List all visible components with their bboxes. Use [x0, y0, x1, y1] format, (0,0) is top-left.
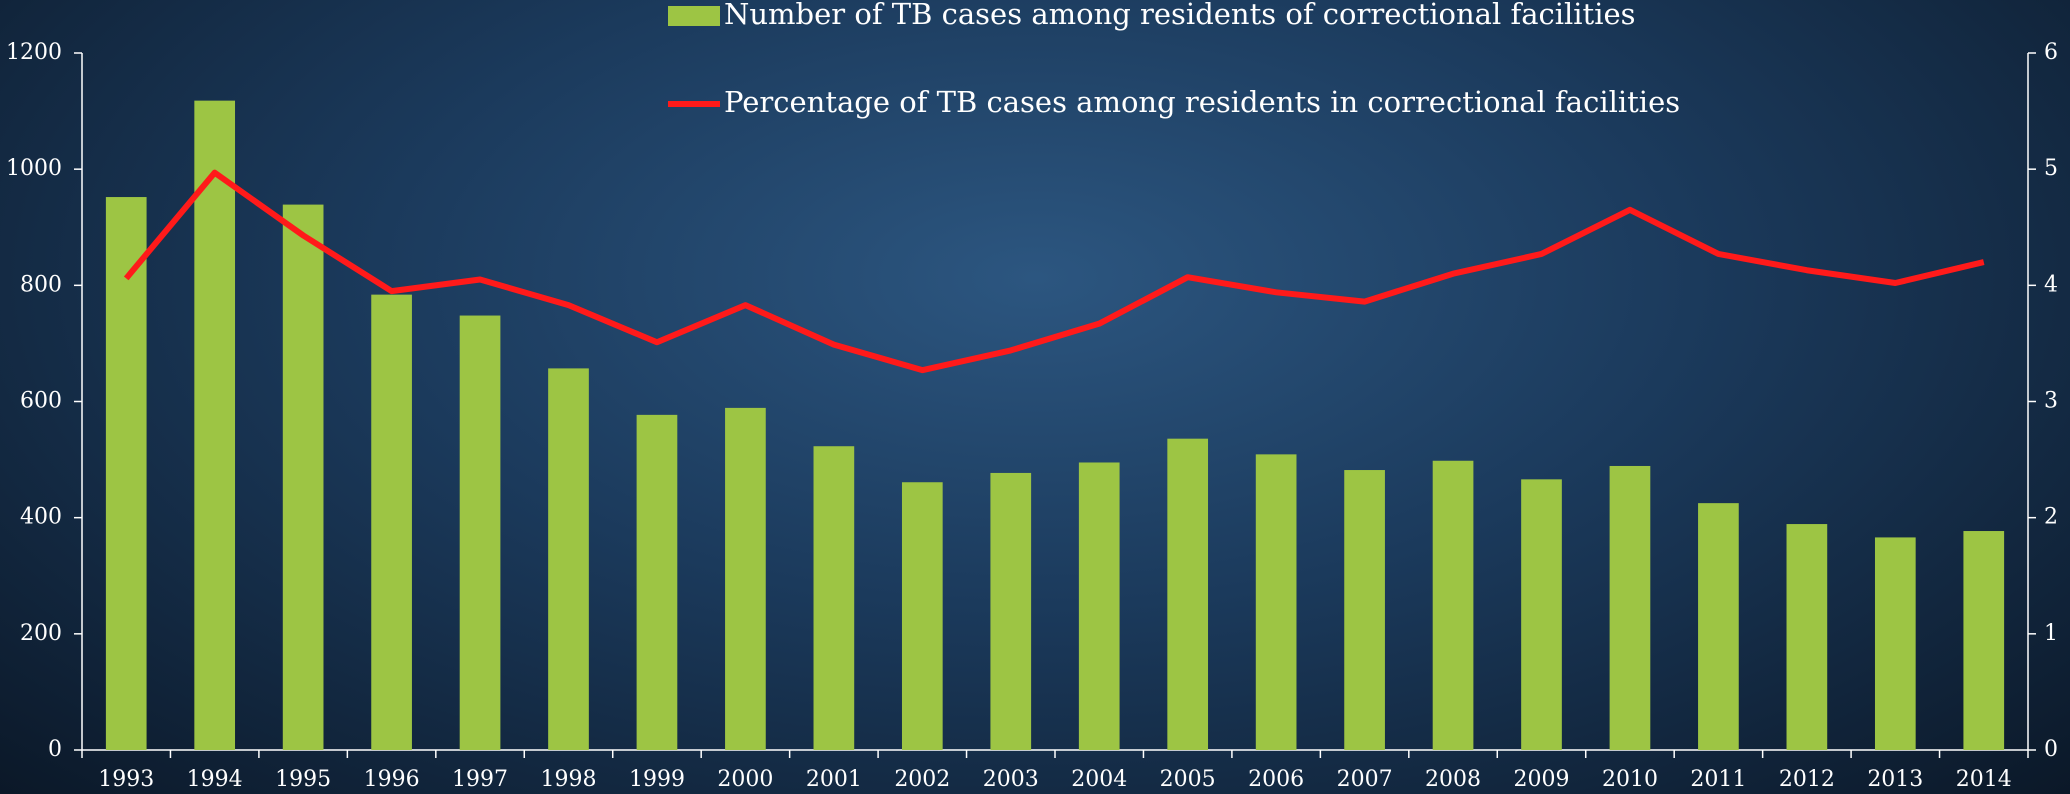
- x-tick-label: 1995: [275, 767, 331, 792]
- bar: [813, 446, 855, 750]
- y2-tick-label: 1: [2044, 621, 2058, 646]
- x-tick-label: 2003: [983, 767, 1039, 792]
- y2-tick-label: 0: [2044, 737, 2058, 762]
- bar: [990, 472, 1032, 750]
- bar: [194, 100, 236, 750]
- bar: [1255, 454, 1297, 750]
- y-tick-label: 600: [20, 389, 62, 414]
- bar: [548, 368, 589, 750]
- x-tick-label: 2002: [894, 767, 950, 792]
- bar: [1874, 537, 1916, 750]
- x-tick-label: 2007: [1337, 767, 1393, 792]
- bar: [636, 414, 678, 750]
- y-tick-label: 400: [20, 505, 62, 530]
- y-tick-label: 1200: [6, 40, 62, 65]
- legend-label: Number of TB cases among residents of co…: [724, 0, 1636, 31]
- x-tick-label: 1998: [541, 767, 597, 792]
- bar: [1521, 479, 1562, 750]
- bar: [371, 294, 412, 750]
- y2-tick-label: 4: [2044, 272, 2058, 297]
- y2-tick-label: 3: [2044, 389, 2058, 414]
- bar: [725, 407, 766, 750]
- x-tick-label: 2001: [806, 767, 862, 792]
- bar: [1963, 531, 2005, 750]
- x-tick-label: 1993: [98, 767, 154, 792]
- x-tick-label: 1996: [364, 767, 420, 792]
- x-tick-label: 2000: [717, 767, 773, 792]
- x-tick-label: 1999: [629, 767, 685, 792]
- x-tick-label: 2009: [1514, 767, 1570, 792]
- x-tick-label: 2011: [1690, 767, 1746, 792]
- bar: [1698, 503, 1739, 750]
- x-tick-label: 2005: [1160, 767, 1216, 792]
- bar: [105, 197, 147, 751]
- bar: [1078, 462, 1120, 750]
- x-tick-label: 2006: [1248, 767, 1304, 792]
- y-tick-label: 1000: [6, 156, 62, 181]
- x-tick-label: 2014: [1956, 767, 2012, 792]
- x-tick-label: 1994: [187, 767, 243, 792]
- bar: [1432, 460, 1474, 750]
- bar: [459, 315, 501, 750]
- legend-label: Percentage of TB cases among residents i…: [724, 85, 1680, 119]
- bar: [901, 482, 943, 750]
- x-tick-label: 2013: [1867, 767, 1923, 792]
- y-tick-label: 800: [20, 272, 62, 297]
- bar: [282, 204, 324, 750]
- bar: [1609, 465, 1651, 750]
- x-tick-label: 2010: [1602, 767, 1658, 792]
- x-tick-label: 1997: [452, 767, 508, 792]
- x-tick-label: 2008: [1425, 767, 1481, 792]
- x-tick-label: 2012: [1779, 767, 1835, 792]
- y-tick-label: 200: [20, 621, 62, 646]
- bar: [1786, 524, 1828, 750]
- y2-tick-label: 2: [2044, 505, 2058, 530]
- y2-tick-label: 6: [2044, 40, 2058, 65]
- y2-tick-label: 5: [2044, 156, 2058, 181]
- line: [123, 169, 1985, 374]
- x-tick-label: 2004: [1071, 767, 1127, 792]
- y-tick-label: 0: [48, 737, 62, 762]
- legend-swatch: [668, 6, 720, 26]
- bar: [1167, 438, 1209, 750]
- bar: [1344, 470, 1385, 750]
